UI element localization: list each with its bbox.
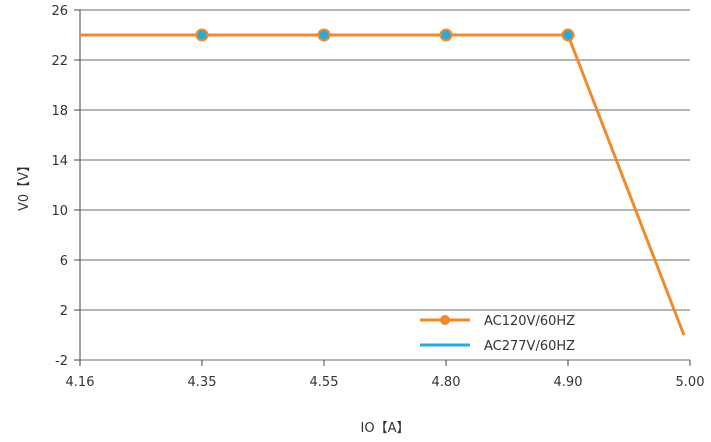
x-tick-label: 5.00 — [676, 375, 705, 390]
y-axis-title: V0【V】 — [17, 159, 32, 211]
legend: AC120V/60HZ AC277V/60HZ — [420, 314, 575, 354]
legend-label-ac120v: AC120V/60HZ — [484, 314, 575, 329]
x-tick-label: 4.80 — [432, 375, 461, 390]
x-tick-label: 4.16 — [66, 375, 95, 390]
y-tick-label: 22 — [51, 54, 68, 69]
y-tick-label: 14 — [51, 154, 68, 169]
y-tick-label: 6 — [60, 254, 68, 269]
y-tick-label: 10 — [51, 204, 68, 219]
grid — [80, 9, 690, 361]
legend-item-ac277v: AC277V/60HZ — [420, 339, 575, 354]
y-tick-label: 26 — [51, 4, 68, 19]
y-tick-label: -2 — [55, 354, 68, 369]
data-point — [561, 28, 575, 42]
y-tick-label: 2 — [60, 304, 68, 319]
y-axis: 26 22 18 14 10 6 2 -2 — [51, 4, 81, 369]
y-tick-label: 18 — [51, 104, 68, 119]
data-point — [439, 28, 453, 42]
legend-label-ac277v: AC277V/60HZ — [484, 339, 575, 354]
series-layer — [80, 28, 686, 336]
x-axis: 4.16 4.35 4.55 4.80 4.90 5.00 — [66, 360, 705, 390]
legend-item-ac120v: AC120V/60HZ — [420, 314, 575, 329]
x-tick-label: 4.35 — [188, 375, 217, 390]
data-point — [195, 28, 209, 42]
x-tick-label: 4.55 — [310, 375, 339, 390]
x-tick-label: 4.90 — [554, 375, 583, 390]
legend-marker-ac120v — [440, 315, 450, 325]
series-line-0 — [80, 33, 686, 336]
data-point — [317, 28, 331, 42]
x-axis-title: IO【A】 — [361, 421, 410, 436]
